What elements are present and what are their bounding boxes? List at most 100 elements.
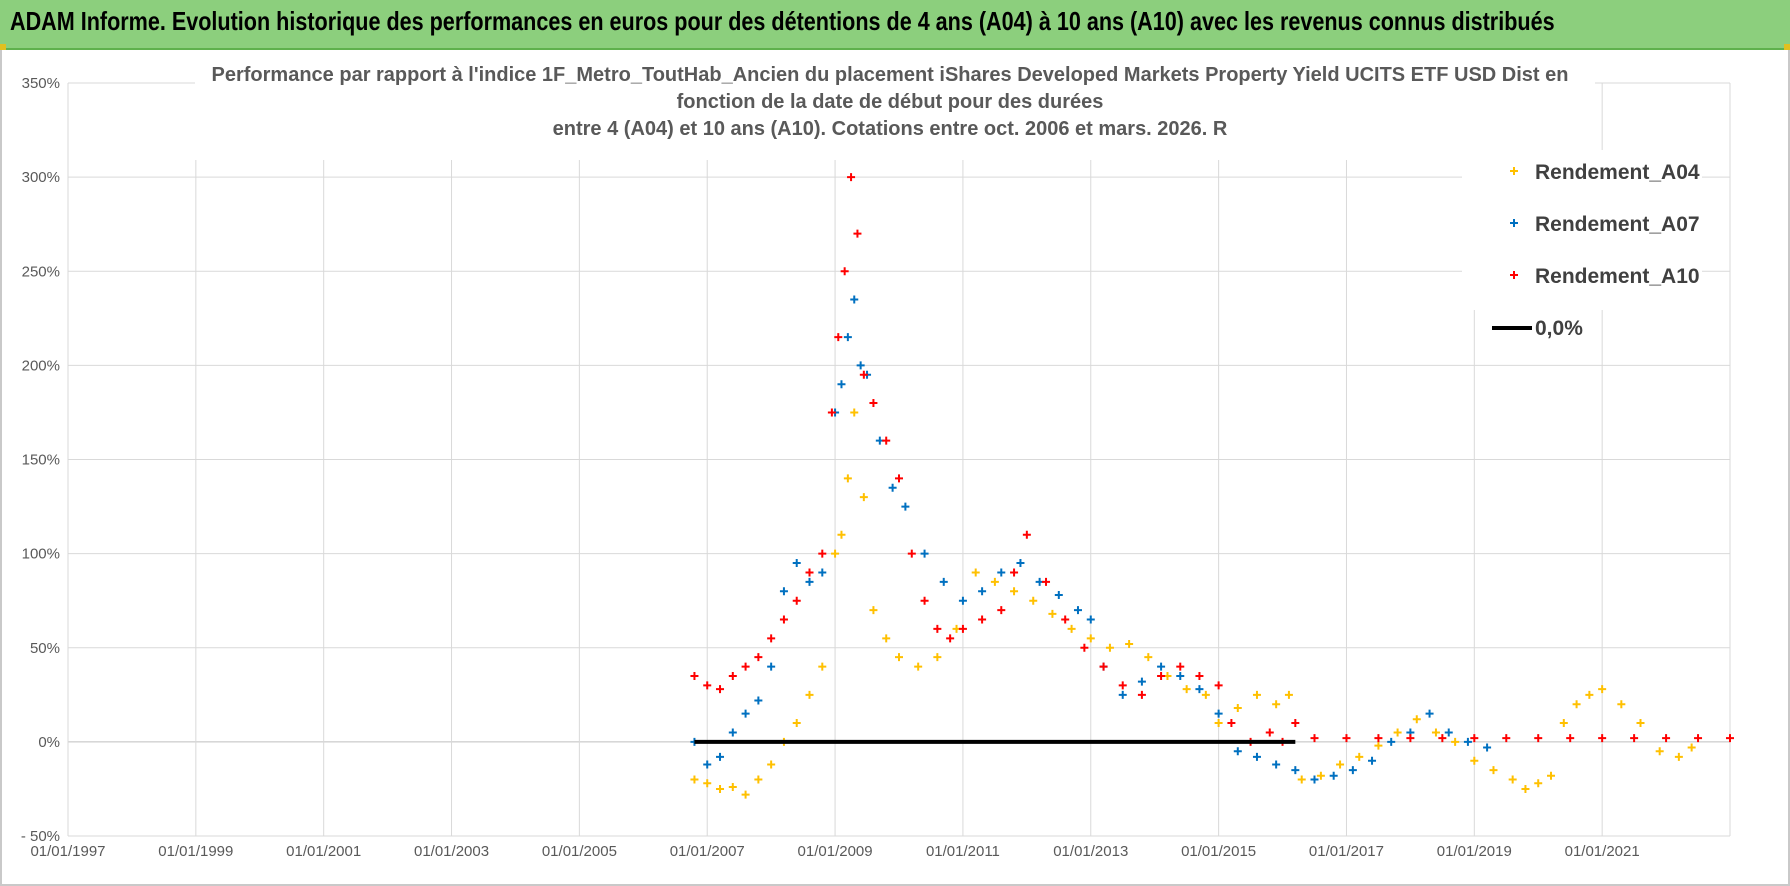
- data-point: [1029, 596, 1038, 605]
- y-tick-label: - 50%: [21, 828, 60, 845]
- banner-title: ADAM Informe. Evolution historique des p…: [10, 6, 1555, 36]
- data-point: [1022, 530, 1031, 539]
- y-tick-label: 0%: [38, 734, 60, 751]
- data-point: [939, 577, 948, 586]
- data-point: [1010, 587, 1019, 596]
- data-point: [1157, 662, 1166, 671]
- x-tick-label: 01/01/2001: [286, 843, 361, 860]
- chart-series: [690, 173, 1734, 799]
- data-point: [1265, 728, 1274, 737]
- data-point: [1010, 568, 1019, 577]
- data-point: [1412, 715, 1421, 724]
- data-point: [1099, 662, 1108, 671]
- data-point: [1214, 709, 1223, 718]
- data-point: [1470, 734, 1479, 743]
- data-point: [1393, 728, 1402, 737]
- data-point: [827, 408, 836, 417]
- data-point: [933, 624, 942, 633]
- data-point: [1105, 643, 1114, 652]
- x-tick-label: 01/01/2007: [670, 843, 745, 860]
- data-point: [1329, 771, 1338, 780]
- data-point: [690, 775, 699, 784]
- data-point: [767, 662, 776, 671]
- x-tick-label: 01/01/2015: [1181, 843, 1256, 860]
- data-point: [850, 408, 859, 417]
- header-banner: ADAM Informe. Evolution historique des p…: [0, 0, 1790, 50]
- data-point: [1182, 685, 1191, 694]
- data-point: [1042, 577, 1051, 586]
- x-tick-label: 01/01/2017: [1309, 843, 1384, 860]
- series-Rendement_A10: [690, 173, 1734, 746]
- data-point: [1310, 734, 1319, 743]
- data-point: [1598, 685, 1607, 694]
- data-point: [997, 606, 1006, 615]
- data-point: [1272, 760, 1281, 769]
- data-point: [805, 568, 814, 577]
- data-point: [1374, 741, 1383, 750]
- data-point: [1073, 606, 1082, 615]
- data-point: [895, 474, 903, 483]
- data-point: [1617, 700, 1626, 709]
- y-tick-label: 50%: [30, 640, 60, 657]
- data-point: [907, 549, 916, 558]
- data-point: [728, 671, 737, 680]
- chart-title-line: fonction de la date de début pour des du…: [677, 91, 1104, 113]
- data-point: [946, 634, 955, 643]
- data-point: [1297, 775, 1306, 784]
- y-axis-ticks: - 50% 0% 50% 100% 150% 200% 250% 300% 350%: [21, 75, 60, 845]
- data-point: [1355, 752, 1364, 761]
- data-point: [767, 634, 776, 643]
- data-point: [914, 662, 923, 671]
- data-point: [1348, 766, 1357, 775]
- data-point: [1534, 734, 1543, 743]
- data-point: [840, 267, 849, 276]
- data-point: [1176, 662, 1185, 671]
- data-point: [1291, 766, 1300, 775]
- data-point: [1534, 779, 1543, 788]
- data-point: [767, 760, 776, 769]
- data-point: [1470, 756, 1479, 765]
- data-point: [1054, 591, 1063, 600]
- chart-title: Performance par rapport à l'indice 1F_Me…: [195, 60, 1595, 160]
- data-point: [1559, 719, 1568, 728]
- chart-title-line: entre 4 (A04) et 10 ans (A10). Cotations…: [553, 118, 1228, 140]
- y-tick-label: 200%: [22, 357, 60, 374]
- x-tick-label: 01/01/2011: [926, 843, 1000, 860]
- legend-label: Rendement_A04: [1535, 161, 1700, 184]
- legend-swatch-marker: [1510, 167, 1518, 175]
- data-point: [1233, 747, 1242, 756]
- data-point: [990, 577, 999, 586]
- data-point: [1636, 719, 1645, 728]
- data-point: [779, 615, 788, 624]
- legend-swatch-marker: [1510, 271, 1518, 279]
- data-point: [716, 685, 725, 694]
- data-point: [1342, 734, 1351, 743]
- y-tick-label: 100%: [22, 546, 60, 563]
- data-point: [847, 173, 856, 182]
- data-point: [703, 681, 712, 690]
- data-point: [728, 728, 737, 737]
- performance-chart: - 50% 0% 50% 100% 150% 200% 250% 300% 350% 01/01…: [21, 60, 1734, 860]
- legend-label: Rendement_A10: [1535, 265, 1700, 288]
- data-point: [843, 474, 852, 483]
- data-point: [1662, 734, 1671, 743]
- data-point: [882, 436, 891, 445]
- x-tick-label: 01/01/2009: [798, 843, 873, 860]
- x-tick-label: 01/01/2013: [1053, 843, 1128, 860]
- data-point: [933, 653, 942, 662]
- data-point: [978, 587, 987, 596]
- y-tick-label: 300%: [22, 169, 60, 186]
- data-point: [1157, 671, 1166, 680]
- legend-swatch-marker: [1510, 219, 1518, 227]
- data-point: [1687, 743, 1696, 752]
- data-point: [1061, 615, 1070, 624]
- data-point: [1125, 639, 1134, 648]
- data-point: [1521, 784, 1530, 793]
- data-point: [1483, 743, 1492, 752]
- data-point: [1655, 747, 1664, 756]
- data-point: [818, 549, 827, 558]
- data-point: [741, 709, 750, 718]
- data-point: [1630, 734, 1639, 743]
- data-point: [920, 549, 929, 558]
- data-point: [895, 653, 903, 662]
